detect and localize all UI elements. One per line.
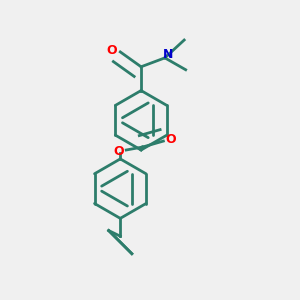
- Text: O: O: [106, 44, 117, 57]
- Text: O: O: [166, 133, 176, 146]
- Text: N: N: [163, 48, 173, 62]
- Text: O: O: [113, 145, 124, 158]
